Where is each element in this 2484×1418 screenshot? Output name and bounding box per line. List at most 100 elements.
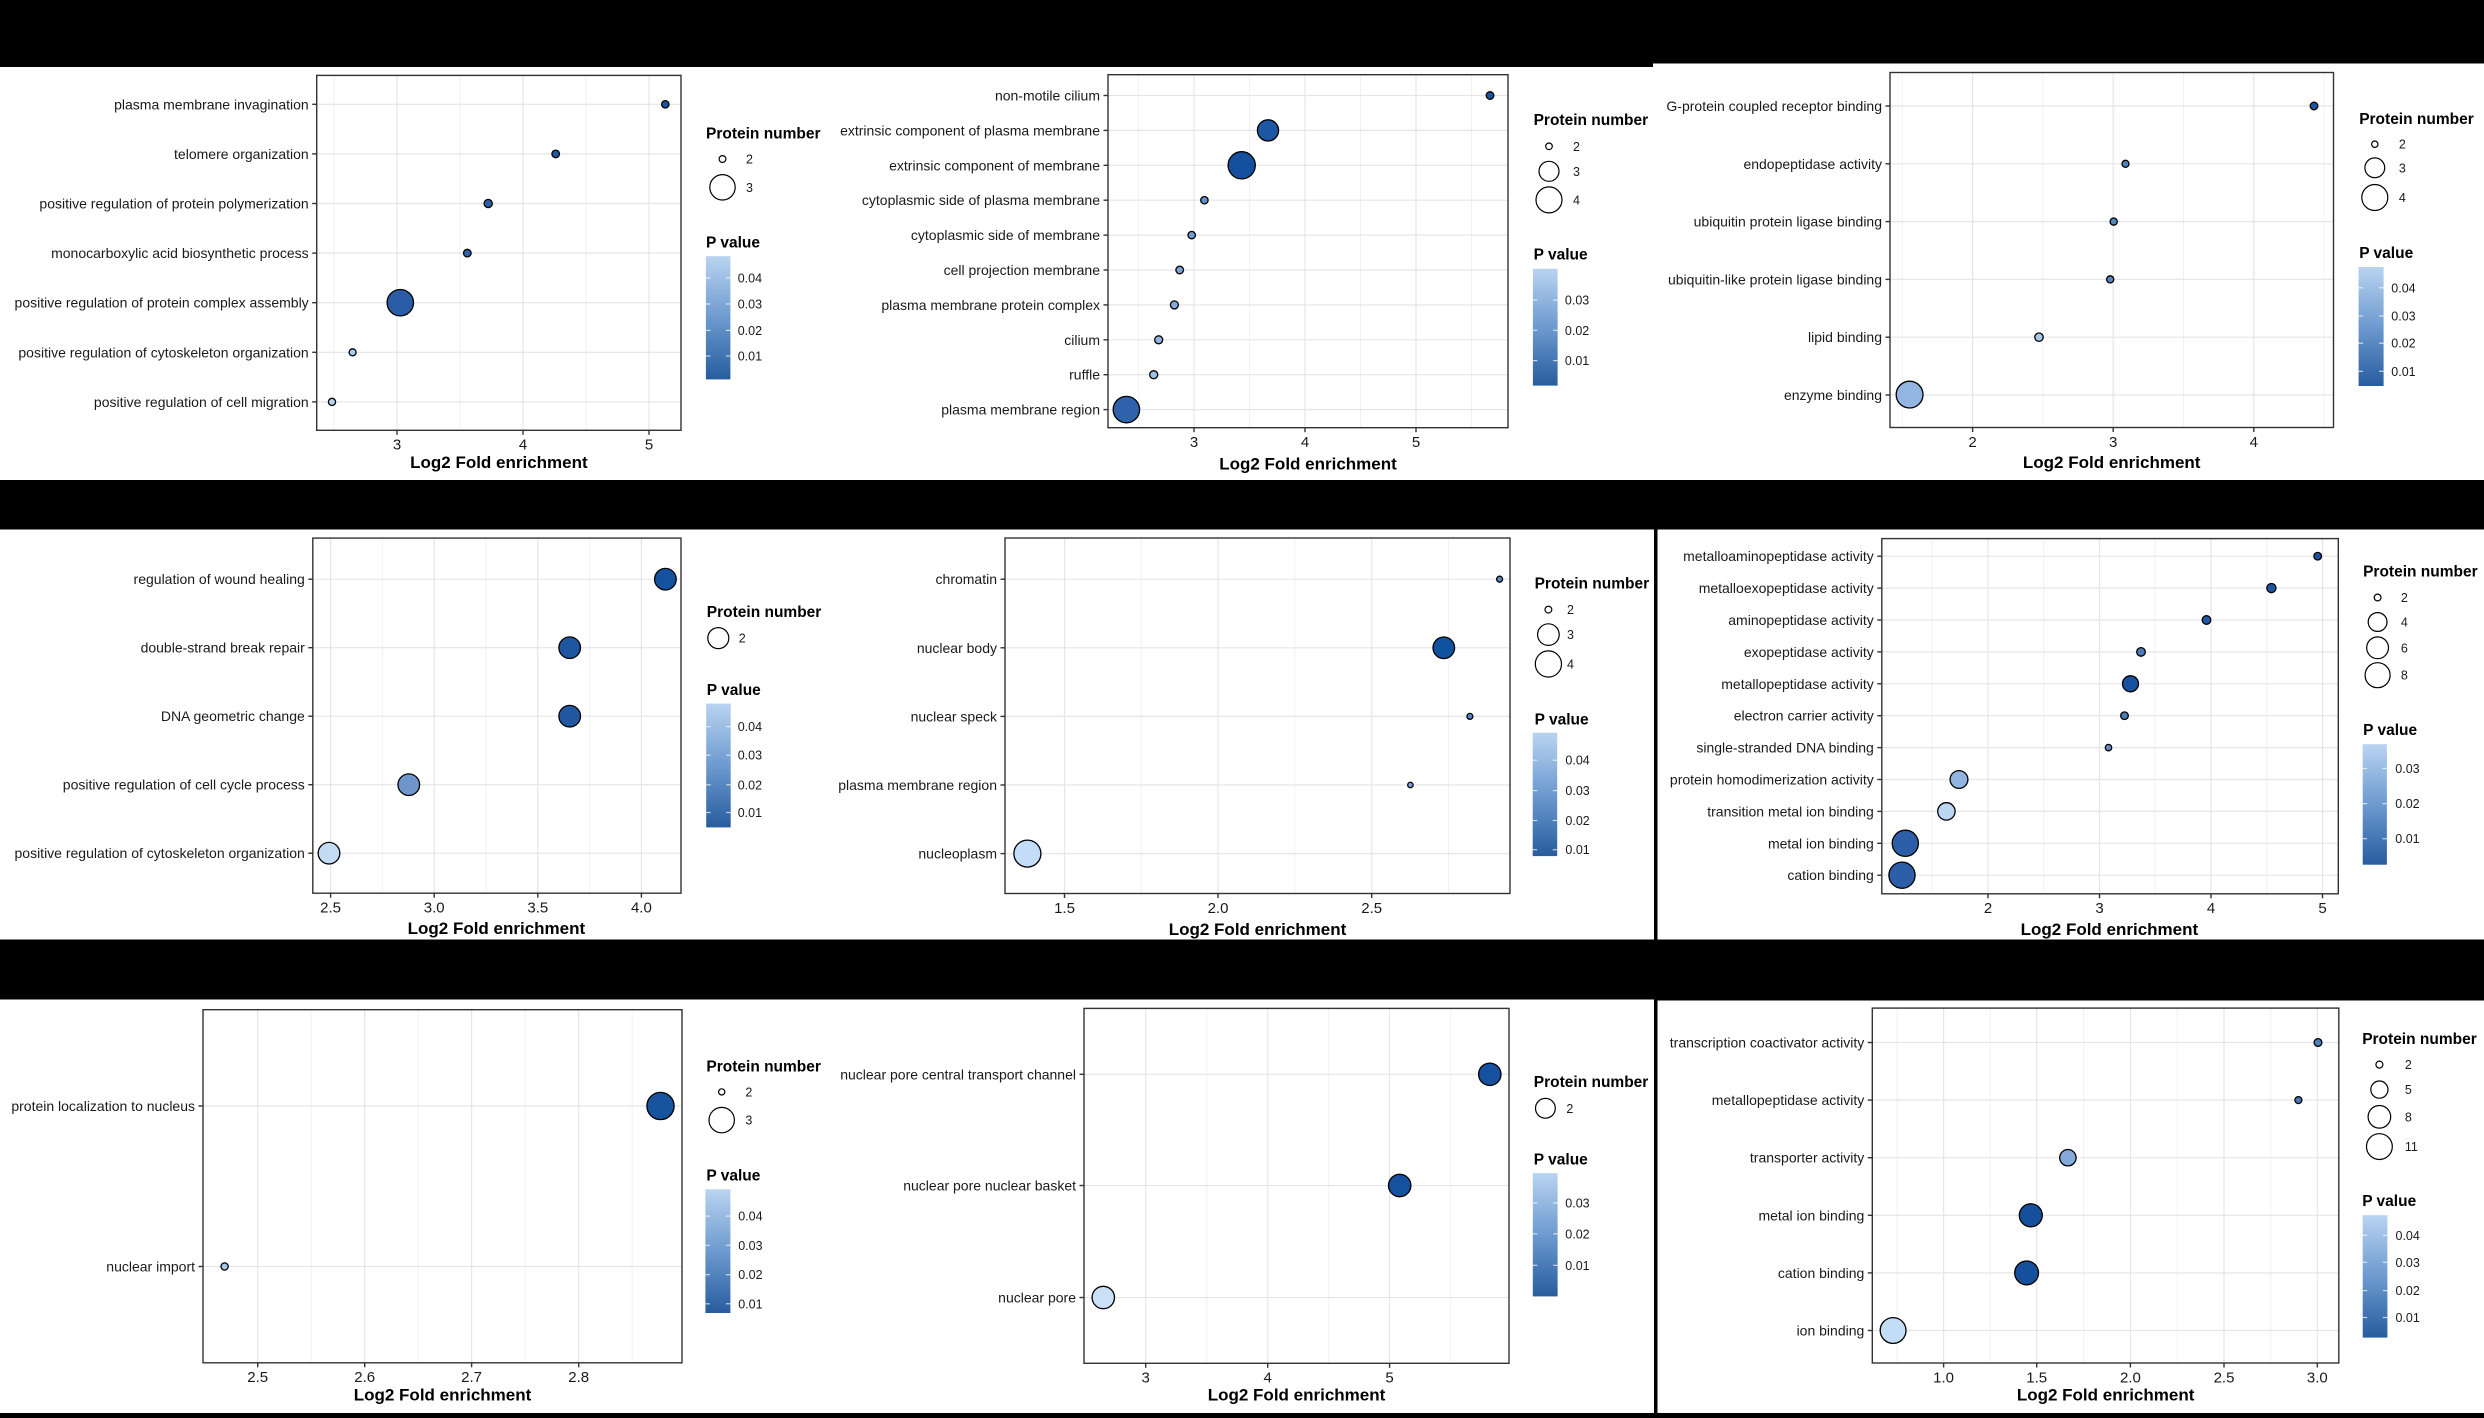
- svg-text:protein homodimerization activ: protein homodimerization activity: [1670, 772, 1874, 788]
- svg-text:0.03: 0.03: [2391, 310, 2415, 324]
- svg-text:2: 2: [2405, 1058, 2412, 1072]
- svg-text:cation binding: cation binding: [1778, 1265, 1864, 1281]
- svg-text:0.02: 0.02: [2396, 1284, 2420, 1298]
- svg-text:2.5: 2.5: [247, 1369, 268, 1386]
- svg-text:4: 4: [1567, 658, 1574, 672]
- svg-text:0.03: 0.03: [1565, 294, 1589, 308]
- svg-text:0.01: 0.01: [738, 350, 762, 364]
- svg-text:2: 2: [1566, 1102, 1573, 1116]
- svg-text:Protein number: Protein number: [2363, 564, 2478, 581]
- svg-text:0.04: 0.04: [738, 1210, 762, 1224]
- svg-text:non-motile cilium: non-motile cilium: [995, 88, 1100, 104]
- svg-text:P value: P value: [1534, 247, 1588, 264]
- svg-text:4: 4: [1301, 434, 1309, 451]
- svg-text:4: 4: [2207, 900, 2215, 917]
- svg-text:3: 3: [2399, 161, 2406, 175]
- svg-text:3.5: 3.5: [527, 900, 548, 917]
- svg-text:1.0: 1.0: [1933, 1369, 1954, 1386]
- svg-text:5: 5: [2405, 1083, 2412, 1097]
- svg-text:0.02: 0.02: [2395, 797, 2419, 811]
- svg-text:3: 3: [1567, 628, 1574, 642]
- svg-text:single-stranded DNA binding: single-stranded DNA binding: [1696, 740, 1873, 756]
- svg-text:P value: P value: [706, 1168, 760, 1185]
- svg-text:3.0: 3.0: [2307, 1369, 2328, 1386]
- svg-text:Protein number: Protein number: [706, 125, 821, 142]
- svg-text:P value: P value: [2363, 722, 2417, 739]
- svg-text:telomere organization: telomere organization: [174, 146, 309, 162]
- svg-text:2: 2: [2401, 591, 2408, 605]
- svg-text:3: 3: [1142, 1370, 1150, 1387]
- svg-text:0.04: 0.04: [738, 272, 762, 286]
- svg-text:0.03: 0.03: [1565, 1196, 1589, 1210]
- svg-text:2.7: 2.7: [461, 1369, 482, 1386]
- svg-text:5: 5: [1385, 1370, 1393, 1387]
- svg-text:2: 2: [1984, 900, 1992, 917]
- svg-text:0.01: 0.01: [1565, 1259, 1589, 1273]
- svg-text:plasma membrane region: plasma membrane region: [941, 402, 1100, 418]
- svg-text:3: 3: [1573, 165, 1580, 179]
- svg-text:0.01: 0.01: [738, 1297, 762, 1311]
- svg-text:4: 4: [519, 437, 527, 454]
- svg-text:1.5: 1.5: [2026, 1369, 2047, 1386]
- svg-text:2.5: 2.5: [320, 900, 341, 917]
- svg-text:nuclear pore central transport: nuclear pore central transport channel: [840, 1066, 1076, 1082]
- svg-text:8: 8: [2401, 669, 2408, 683]
- svg-text:double-strand break repair: double-strand break repair: [141, 640, 306, 656]
- svg-text:Protein number: Protein number: [1534, 112, 1649, 129]
- svg-text:transporter activity: transporter activity: [1750, 1150, 1864, 1166]
- svg-text:cation binding: cation binding: [1787, 867, 1873, 883]
- svg-text:Protein number: Protein number: [2362, 1031, 2477, 1048]
- svg-text:3: 3: [393, 437, 401, 454]
- svg-text:Log2 Fold enrichment: Log2 Fold enrichment: [2017, 1386, 2195, 1405]
- svg-text:4: 4: [1573, 193, 1580, 207]
- svg-text:positive regulation of cell mi: positive regulation of cell migration: [94, 394, 309, 410]
- svg-text:2.6: 2.6: [354, 1369, 375, 1386]
- svg-text:0.04: 0.04: [2396, 1229, 2420, 1243]
- svg-text:3: 3: [2109, 434, 2117, 451]
- svg-text:extrinsic component of membran: extrinsic component of membrane: [889, 157, 1100, 173]
- svg-text:5: 5: [2318, 900, 2326, 917]
- svg-text:metal ion binding: metal ion binding: [1768, 835, 1874, 851]
- svg-text:nuclear import: nuclear import: [106, 1259, 195, 1275]
- svg-text:Log2 Fold enrichment: Log2 Fold enrichment: [354, 1386, 532, 1405]
- svg-text:cell projection membrane: cell projection membrane: [944, 262, 1101, 278]
- svg-text:4: 4: [2401, 616, 2408, 630]
- svg-text:0.02: 0.02: [738, 778, 762, 792]
- svg-text:Protein number: Protein number: [2359, 111, 2474, 128]
- svg-text:metalloexopeptidase activity: metalloexopeptidase activity: [1699, 580, 1874, 596]
- svg-text:plasma membrane protein comple: plasma membrane protein complex: [881, 297, 1100, 313]
- svg-text:aminopeptidase activity: aminopeptidase activity: [1728, 612, 1874, 628]
- svg-text:0.04: 0.04: [2391, 281, 2415, 295]
- svg-text:regulation of wound healing: regulation of wound healing: [134, 571, 305, 587]
- svg-text:Log2 Fold enrichment: Log2 Fold enrichment: [2023, 453, 2201, 472]
- svg-text:G-protein coupled receptor bin: G-protein coupled receptor binding: [1666, 98, 1882, 114]
- svg-text:Log2 Fold enrichment: Log2 Fold enrichment: [410, 453, 588, 472]
- svg-text:DNA geometric change: DNA geometric change: [161, 708, 305, 724]
- svg-text:0.02: 0.02: [738, 1268, 762, 1282]
- svg-text:ubiquitin-like protein ligase: ubiquitin-like protein ligase binding: [1668, 271, 1882, 287]
- svg-text:2: 2: [1573, 140, 1580, 154]
- svg-text:2.5: 2.5: [1361, 900, 1382, 917]
- svg-text:3: 3: [746, 181, 753, 195]
- svg-text:0.03: 0.03: [738, 298, 762, 312]
- svg-text:nuclear body: nuclear body: [917, 640, 997, 656]
- svg-text:5: 5: [645, 437, 653, 454]
- svg-text:nucleoplasm: nucleoplasm: [918, 846, 997, 862]
- svg-text:positive regulation of cytoske: positive regulation of cytoskeleton orga…: [18, 344, 308, 360]
- svg-text:8: 8: [2405, 1110, 2412, 1124]
- svg-text:P value: P value: [1534, 1151, 1588, 1168]
- svg-text:P value: P value: [2359, 245, 2413, 262]
- svg-text:Log2 Fold enrichment: Log2 Fold enrichment: [408, 919, 586, 938]
- svg-text:2.5: 2.5: [2214, 1369, 2235, 1386]
- svg-text:0.02: 0.02: [738, 324, 762, 338]
- svg-text:exopeptidase activity: exopeptidase activity: [1744, 644, 1874, 660]
- svg-text:2: 2: [1968, 434, 1976, 451]
- svg-text:0.01: 0.01: [1565, 354, 1589, 368]
- svg-text:6: 6: [2401, 641, 2408, 655]
- svg-text:plasma membrane invagination: plasma membrane invagination: [114, 96, 309, 112]
- svg-text:0.01: 0.01: [2391, 365, 2415, 379]
- svg-text:4: 4: [1264, 1370, 1272, 1387]
- svg-text:0.03: 0.03: [2395, 762, 2419, 776]
- svg-text:4: 4: [2250, 434, 2258, 451]
- svg-text:positive regulation of cytoske: positive regulation of cytoskeleton orga…: [15, 845, 305, 861]
